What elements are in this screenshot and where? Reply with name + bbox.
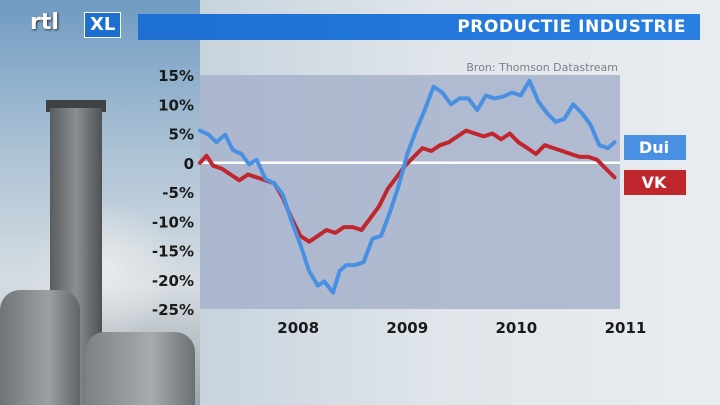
x-tick-label: 2009: [386, 319, 428, 337]
y-tick-label: 10%: [158, 96, 194, 114]
logo-rtl-text: rtl: [30, 10, 59, 35]
y-tick-label: -15%: [152, 243, 194, 261]
storage-tank-right: [85, 332, 195, 405]
legend-item-dui: Dui: [624, 135, 686, 160]
page-title: PRODUCTIE INDUSTRIE: [457, 17, 686, 37]
y-tick-label: -5%: [162, 184, 194, 202]
series-line-dui: [198, 78, 617, 295]
x-tick-label: 2010: [495, 319, 537, 337]
storage-tank-left: [0, 290, 80, 405]
x-tick-label: 2011: [605, 319, 647, 337]
plot-area: [200, 75, 620, 309]
rtlxl-logo: rtl XL: [30, 10, 130, 40]
legend-item-vk: VK: [624, 170, 686, 195]
series-layer: [198, 78, 617, 295]
y-axis: 15% 10% 5% 0 -5% -10% -15% -20% -25%: [152, 67, 194, 319]
y-tick-label: -20%: [152, 272, 194, 290]
y-tick-label: 15%: [158, 67, 194, 85]
legend-label: Dui: [639, 138, 669, 157]
x-tick-label: 2008: [277, 319, 319, 337]
y-tick-label: -10%: [152, 213, 194, 231]
legend-swatch: [624, 170, 686, 195]
legend: Dui VK: [624, 135, 686, 195]
header-bar: PRODUCTIE INDUSTRIE: [138, 14, 700, 40]
source-label: Bron: Thomson Datastream: [466, 61, 618, 74]
legend-label: VK: [642, 173, 667, 192]
x-axis: 2008 2009 2010 2011: [277, 319, 646, 337]
y-tick-label: 0: [184, 155, 194, 173]
logo-xl-text: XL: [84, 12, 122, 38]
legend-swatch: [624, 135, 686, 160]
y-tick-label: -25%: [152, 301, 194, 319]
y-tick-label: 5%: [169, 126, 194, 144]
